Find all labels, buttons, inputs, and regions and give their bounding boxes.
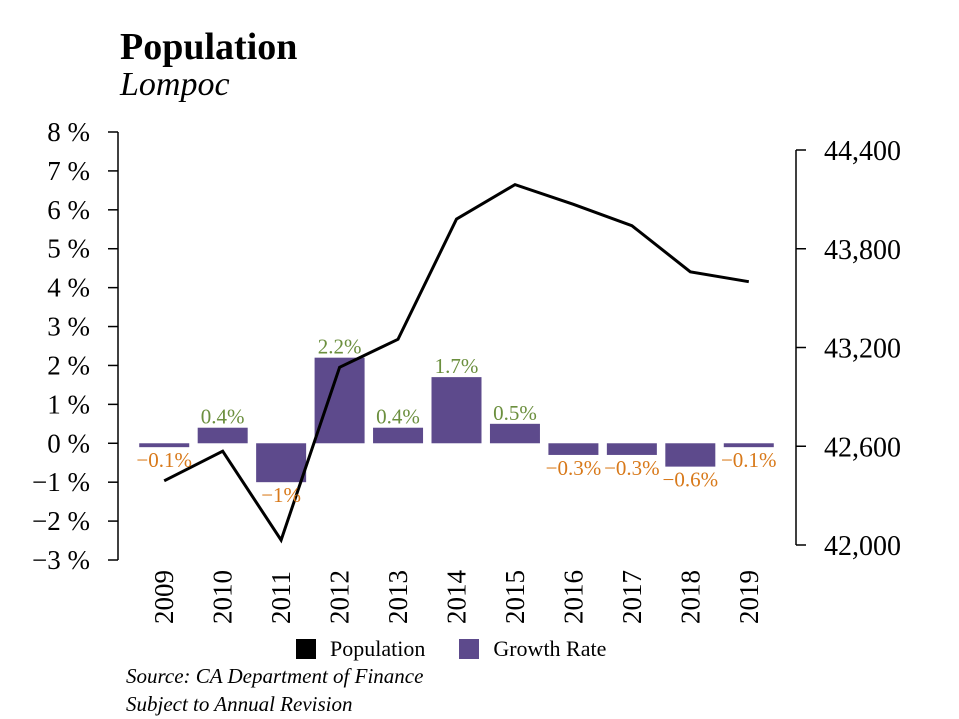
growth-bar (723, 443, 774, 448)
right-axis-tick-label: 44,400 (824, 136, 901, 167)
growth-bar (548, 443, 599, 455)
source-text: Source: CA Department of Finance (126, 664, 424, 688)
left-axis-tick-label: −3 % (32, 545, 90, 575)
growth-data-label: −0.1% (721, 448, 777, 472)
growth-bar (665, 443, 716, 467)
left-axis-tick-label: 4 % (47, 273, 90, 303)
growth-bar (489, 423, 540, 444)
x-axis-tick-label: 2016 (558, 570, 588, 624)
legend-swatch-growth (459, 639, 480, 659)
chart-title: Population (120, 26, 298, 68)
left-axis-tick-label: 0 % (47, 428, 90, 458)
x-axis-tick-label: 2017 (617, 570, 647, 624)
x-axis-tick-label: 2019 (734, 570, 764, 624)
population-line (163, 182, 750, 544)
growth-bar (431, 377, 482, 444)
revision-note: Subject to Annual Revision (126, 692, 353, 716)
growth-bar (606, 443, 657, 455)
source-note: Source: CA Department of Finance Subject… (126, 662, 423, 718)
left-axis-tick-label: 6 % (47, 195, 90, 225)
growth-data-label: 2.2% (318, 335, 362, 359)
growth-data-label: −0.1% (136, 448, 192, 472)
x-axis-tick-label: 2009 (149, 570, 179, 624)
combo-chart: 8 % 7 % 6 % 5 % 4 % 3 % 2 % 1 % 0 % −1 % −2 % −3 % 4… (32, 117, 901, 625)
x-axis-tick-label: 2010 (208, 570, 238, 624)
left-axis-tick-label: 7 % (47, 156, 90, 186)
left-axis-tick-label: 8 % (47, 117, 90, 147)
growth-bar (139, 443, 190, 448)
growth-data-label: 0.4% (201, 405, 245, 429)
growth-data-label: 0.5% (493, 401, 537, 425)
growth-bar (256, 443, 307, 483)
x-axis-tick-label: 2012 (325, 570, 355, 624)
left-axis-tick-label: 3 % (47, 312, 90, 342)
legend-item-growth: Growth Rate (459, 636, 606, 662)
left-axis-tick-label: −1 % (32, 467, 90, 497)
growth-data-label: −0.6% (663, 468, 719, 492)
x-axis-tick-label: 2011 (266, 571, 296, 624)
legend-swatch-population (296, 639, 316, 659)
growth-data-label: −0.3% (546, 456, 602, 480)
legend-label-growth: Growth Rate (493, 636, 607, 661)
left-axis-tick-label: 1 % (47, 389, 90, 419)
x-axis-tick-label: 2018 (675, 570, 705, 624)
x-axis-tick-label: 2014 (442, 570, 472, 625)
left-axis-tick-label: −2 % (32, 506, 90, 536)
growth-data-label: −0.3% (604, 456, 660, 480)
right-axis-tick-label: 42,600 (824, 432, 901, 463)
legend: Population Growth Rate (296, 636, 640, 662)
growth-bar (373, 427, 424, 444)
right-axis-tick-label: 43,200 (824, 334, 901, 365)
legend-item-population: Population (296, 636, 425, 662)
growth-data-label: 0.4% (376, 405, 420, 429)
growth-bar (197, 427, 248, 444)
left-axis-tick-label: 5 % (47, 234, 90, 264)
growth-data-label: 1.7% (435, 354, 479, 378)
right-axis-tick-label: 42,000 (824, 531, 901, 562)
right-axis-tick-label: 43,800 (824, 235, 901, 266)
legend-label-population: Population (330, 636, 426, 661)
x-axis-tick-label: 2015 (500, 570, 530, 624)
left-axis-tick-label: 2 % (47, 350, 90, 380)
x-axis-tick-label: 2013 (383, 570, 413, 624)
growth-data-label: −1% (261, 483, 301, 507)
chart-subtitle: Lompoc (120, 66, 230, 103)
